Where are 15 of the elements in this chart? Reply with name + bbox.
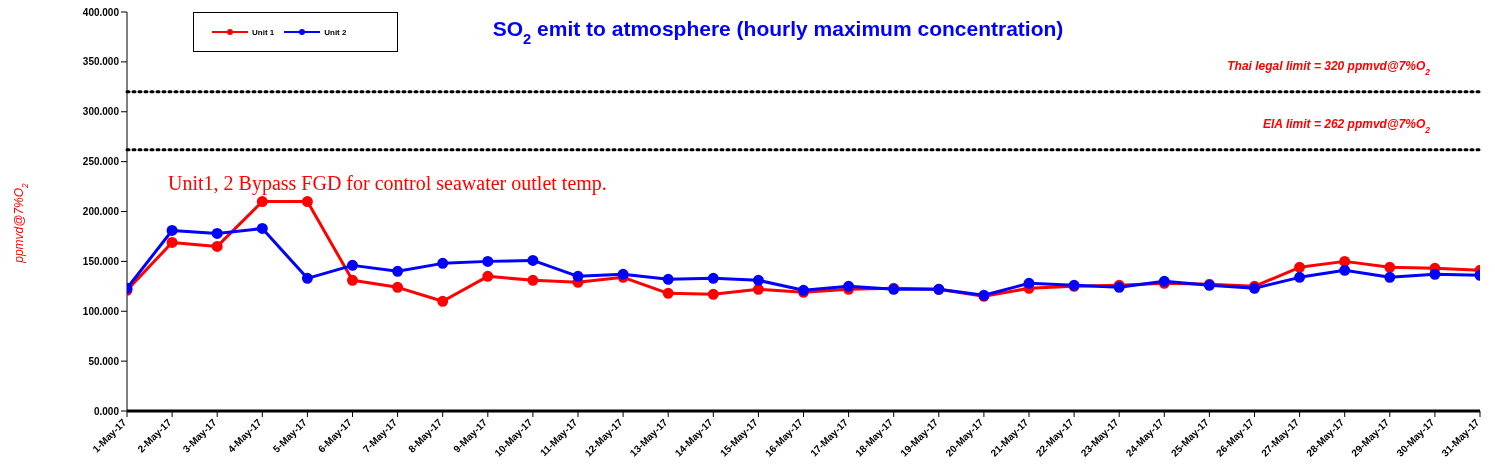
y-tick-label: 300.000 xyxy=(82,106,120,118)
annotation: Unit1, 2 Bypass FGD for control seawater outlet temp. xyxy=(168,172,607,195)
y-tick-label: 250.000 xyxy=(82,156,120,168)
y-tick-label: 400.000 xyxy=(82,6,120,18)
y-tick-label: 200.000 xyxy=(82,206,120,218)
legend-label: Unit 2 xyxy=(324,27,347,37)
ref-line-label: Thai legal limit = 320 ppmvd@7%O$_{2}$ xyxy=(1227,58,1431,77)
y-tick-label: 100.000 xyxy=(82,305,120,317)
legend-label: Unit 1 xyxy=(252,27,275,37)
chart-title: SO$_{2}$ emit to atmosphere (hourly maximum concentration) xyxy=(492,17,1064,47)
y-tick-label: 350.000 xyxy=(82,56,120,68)
y-tick-label: 50.000 xyxy=(88,355,120,367)
y-tick-label: 0.000 xyxy=(93,405,120,417)
ref-line-label: EIA limit = 262 ppmvd@7%O$_{2}$ xyxy=(1263,116,1431,135)
y-tick-label: 150.000 xyxy=(82,255,120,267)
